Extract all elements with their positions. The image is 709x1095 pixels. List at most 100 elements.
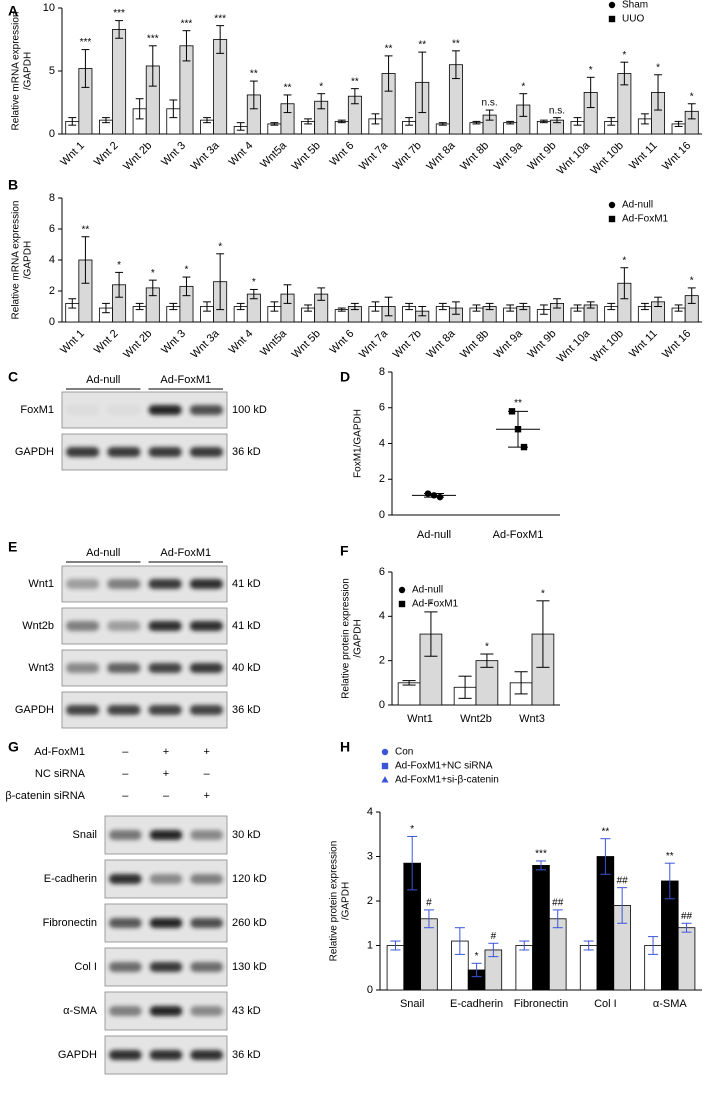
blot-band xyxy=(190,918,223,928)
error-bar xyxy=(102,117,110,124)
error-bar xyxy=(480,653,494,668)
bar xyxy=(397,682,421,706)
blot-band xyxy=(149,874,183,884)
error-bar xyxy=(640,302,649,311)
blot-band xyxy=(148,447,182,457)
legend-label: Sham xyxy=(622,0,648,11)
x-tick-label: Ad-FoxM1 xyxy=(493,529,544,541)
size-label: 130 kD xyxy=(232,961,267,973)
significance-label: * xyxy=(410,824,414,835)
significance-label: * xyxy=(117,260,121,271)
error-bar xyxy=(552,909,563,929)
y-tick-label: 6 xyxy=(379,566,385,578)
panel-letter: G xyxy=(8,739,19,755)
x-tick-label: Wnt 3 xyxy=(159,328,188,357)
condition-sign: + xyxy=(203,746,209,758)
error-bar xyxy=(405,117,414,126)
lane-label: Ad-null xyxy=(86,547,120,559)
bar xyxy=(386,945,405,991)
blot-band xyxy=(66,663,100,673)
x-tick-label: Wnt 4 xyxy=(227,140,256,169)
error-bar xyxy=(203,117,211,124)
error-bar xyxy=(283,94,292,114)
y-tick-label: 2 xyxy=(49,285,55,297)
error-bar xyxy=(236,302,245,311)
y-tick-label: 6 xyxy=(49,223,55,235)
significance-label: * xyxy=(521,81,525,92)
bar xyxy=(579,945,598,991)
panel-letter: D xyxy=(340,369,350,385)
error-bar xyxy=(573,304,582,312)
significance-label: *** xyxy=(535,849,547,860)
legend-marker xyxy=(608,1,616,9)
condition-label: NC siRNA xyxy=(35,768,86,780)
error-bar xyxy=(519,302,528,311)
error-bar xyxy=(402,680,416,686)
error-bar xyxy=(674,304,683,312)
row-label: Wnt3 xyxy=(28,662,54,674)
error-bar xyxy=(304,118,313,125)
blot-band xyxy=(107,705,141,715)
error-bar xyxy=(451,50,460,80)
error-bar xyxy=(148,45,157,87)
error-bar xyxy=(654,296,662,307)
error-bar xyxy=(485,302,494,311)
blot-band xyxy=(148,621,182,631)
x-tick-label: Wnt 2b xyxy=(121,140,154,173)
x-tick-label: α-SMA xyxy=(653,998,688,1010)
blot-band xyxy=(190,1050,223,1060)
lane-label: Ad-FoxM1 xyxy=(160,374,211,386)
blot-band xyxy=(109,918,142,928)
blot-band xyxy=(149,1006,183,1016)
error-bar xyxy=(135,302,144,311)
x-tick-label: Wnt 2 xyxy=(92,328,121,357)
y-axis-label: /GAPDH xyxy=(23,241,34,279)
x-tick-label: Wnt 6 xyxy=(328,328,357,357)
condition-label: β-catenin siRNA xyxy=(5,790,85,802)
y-tick-label: 0 xyxy=(49,316,55,328)
x-tick-label: Wnt 10b xyxy=(589,328,626,365)
x-tick-label: Snail xyxy=(400,998,424,1010)
significance-label: * xyxy=(656,62,660,73)
error-bar xyxy=(607,302,616,311)
x-tick-label: Fibronectin xyxy=(514,998,568,1010)
error-bar xyxy=(536,600,550,668)
x-tick-label: Wnt 10a xyxy=(555,327,593,365)
bar xyxy=(420,918,438,991)
x-tick-label: Wnt 5b xyxy=(290,140,323,173)
x-tick-label: Wnt3 xyxy=(519,713,545,725)
y-axis-label: Relative mRNA expression xyxy=(11,201,22,320)
x-tick-label: Wnt 7a xyxy=(357,139,391,173)
row-label: Col I xyxy=(74,961,97,973)
x-tick-label: Wnt 9a xyxy=(492,327,526,361)
legend-label: Ad-null xyxy=(412,585,443,596)
row-label: GAPDH xyxy=(15,704,54,716)
significance-label: ** xyxy=(385,44,393,55)
error-bar xyxy=(620,267,629,300)
error-bar xyxy=(681,922,692,933)
x-tick-label: Wnt 8a xyxy=(424,139,458,173)
error-bar xyxy=(337,119,346,124)
error-bar xyxy=(617,887,628,924)
legend-marker xyxy=(381,776,389,783)
error-bar xyxy=(371,113,380,125)
bar xyxy=(515,945,534,991)
significance-label: * xyxy=(475,951,479,962)
blot-band xyxy=(190,1006,223,1016)
error-bar xyxy=(236,122,245,131)
size-label: 43 kD xyxy=(232,1005,261,1017)
y-tick-label: 4 xyxy=(379,437,385,449)
error-bar xyxy=(506,304,515,312)
size-label: 36 kD xyxy=(232,446,261,458)
significance-label: ** xyxy=(602,826,610,837)
blot-band xyxy=(109,962,142,972)
x-tick-label: Wnt 16 xyxy=(660,328,693,361)
error-bar xyxy=(583,940,594,951)
error-bar xyxy=(337,307,346,312)
x-tick-label: Wnt 7b xyxy=(391,328,424,361)
row-label: FoxM1 xyxy=(20,404,54,416)
significance-label: * xyxy=(690,276,694,287)
legend-label: Ad-FoxM1 xyxy=(412,599,459,610)
condition-sign: – xyxy=(122,790,129,802)
legend-label: UUO xyxy=(622,14,644,25)
